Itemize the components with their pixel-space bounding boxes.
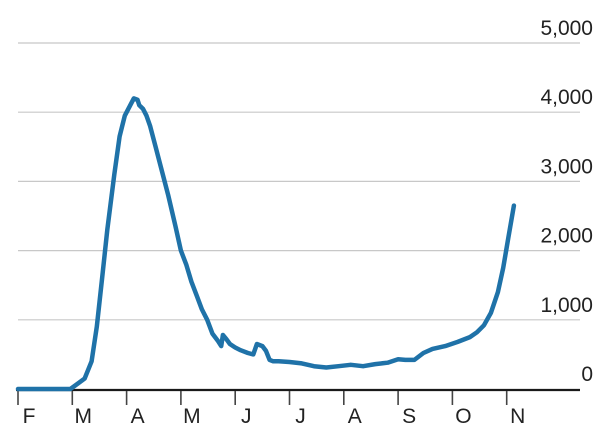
x-tick-label: J (295, 405, 306, 428)
y-tick-label: 2,000 (540, 225, 593, 248)
series-layer (15, 96, 517, 392)
x-tick-label: S (402, 405, 416, 428)
x-axis (16, 388, 580, 405)
x-tick-label: A (131, 405, 145, 428)
y-tick-label: 0 (581, 363, 593, 386)
x-tick-label: F (23, 405, 36, 428)
x-tick-label: M (75, 405, 93, 428)
x-tick-label: N (510, 405, 525, 428)
y-tick-label: 3,000 (540, 155, 593, 178)
x-tick-label: M (183, 405, 201, 428)
y-tick-label: 5,000 (540, 17, 593, 40)
x-tick-label: J (241, 405, 252, 428)
series-line (15, 96, 517, 392)
y-tick-label: 1,000 (540, 294, 593, 317)
x-tick-label: O (455, 405, 471, 428)
y-axis-tick-labels: 0 1,000 2,000 3,000 4,000 5,000 (540, 17, 593, 386)
x-tick-label: A (348, 405, 362, 428)
y-tick-label: 4,000 (540, 86, 593, 109)
